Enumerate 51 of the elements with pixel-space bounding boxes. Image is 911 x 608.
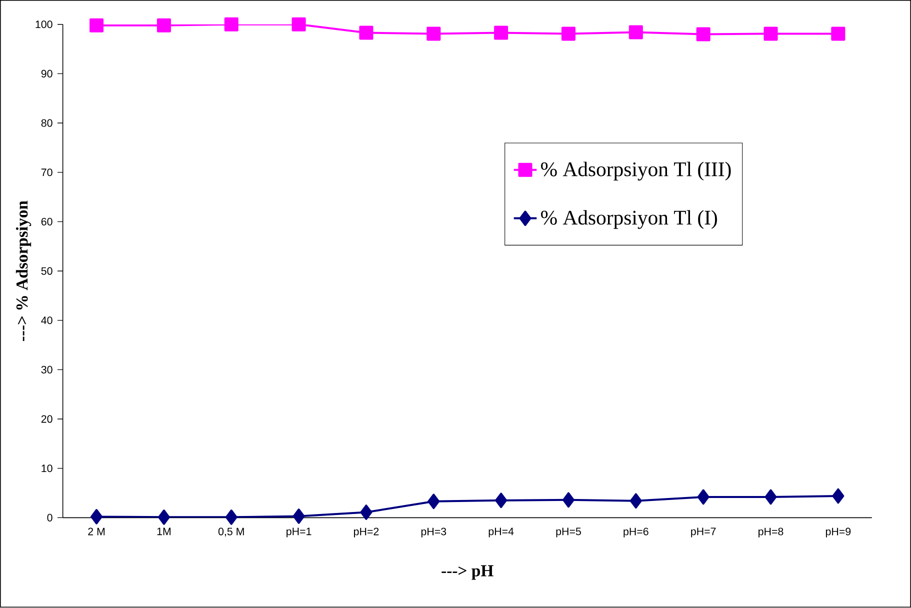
y-tick-label: 40: [41, 316, 52, 324]
point: [292, 508, 305, 524]
point: [697, 489, 710, 505]
point: [764, 489, 777, 505]
x-tick-label: pH=5: [556, 528, 581, 538]
point: [428, 494, 440, 510]
y-tick-label: 90: [41, 70, 52, 78]
y-tick-label: 100: [36, 20, 52, 28]
x-tick-label: pH=3: [421, 528, 446, 538]
point: [628, 25, 643, 40]
point: [630, 493, 642, 509]
x-tick-label: 2 M: [88, 528, 105, 536]
x-tick-label: 0,5 M: [218, 528, 244, 537]
point: [562, 492, 574, 508]
point: [696, 27, 710, 42]
legend-label: % Adsorpsiyon Tl (I): [541, 210, 717, 230]
point: [494, 26, 508, 40]
point: [90, 509, 103, 525]
point: [360, 504, 372, 520]
x-tick-label: pH=7: [691, 528, 716, 538]
point: [832, 488, 844, 504]
x-tick-label: pH=6: [624, 528, 648, 538]
x-tick-label: pH=9: [826, 528, 851, 538]
x-tick-label: pH=8: [758, 528, 784, 538]
x-tick-label: 1M: [157, 528, 170, 536]
x-tick-label: pH=4: [488, 528, 514, 538]
point: [561, 26, 576, 41]
point: [764, 26, 778, 41]
point: [225, 510, 238, 526]
y-axis-title: ---> % Adsorpsiyon: [16, 200, 32, 342]
point: [224, 18, 238, 32]
y-tick-label: 50: [41, 267, 52, 275]
y-tick-label: 30: [41, 366, 52, 374]
point: [90, 18, 104, 33]
point: [292, 18, 306, 32]
y-tick-label: 0: [47, 514, 52, 522]
point: [426, 26, 441, 41]
y-tick-label: 80: [41, 119, 52, 128]
y-tick-label: 70: [41, 168, 52, 176]
point: [158, 510, 170, 526]
point: [495, 492, 508, 508]
y-tick-label: 20: [41, 415, 52, 423]
point: [156, 18, 171, 33]
point: [831, 26, 846, 41]
x-tick-label: pH=2: [354, 528, 379, 538]
x-axis-title: ---> pH: [442, 565, 494, 580]
legend-label: % Adsorpsiyon Tl (III): [541, 162, 731, 181]
y-tick-label: 60: [41, 218, 52, 226]
y-tick-label: 10: [42, 464, 52, 472]
point: [359, 26, 374, 40]
x-tick-label: pH=1: [286, 528, 312, 538]
